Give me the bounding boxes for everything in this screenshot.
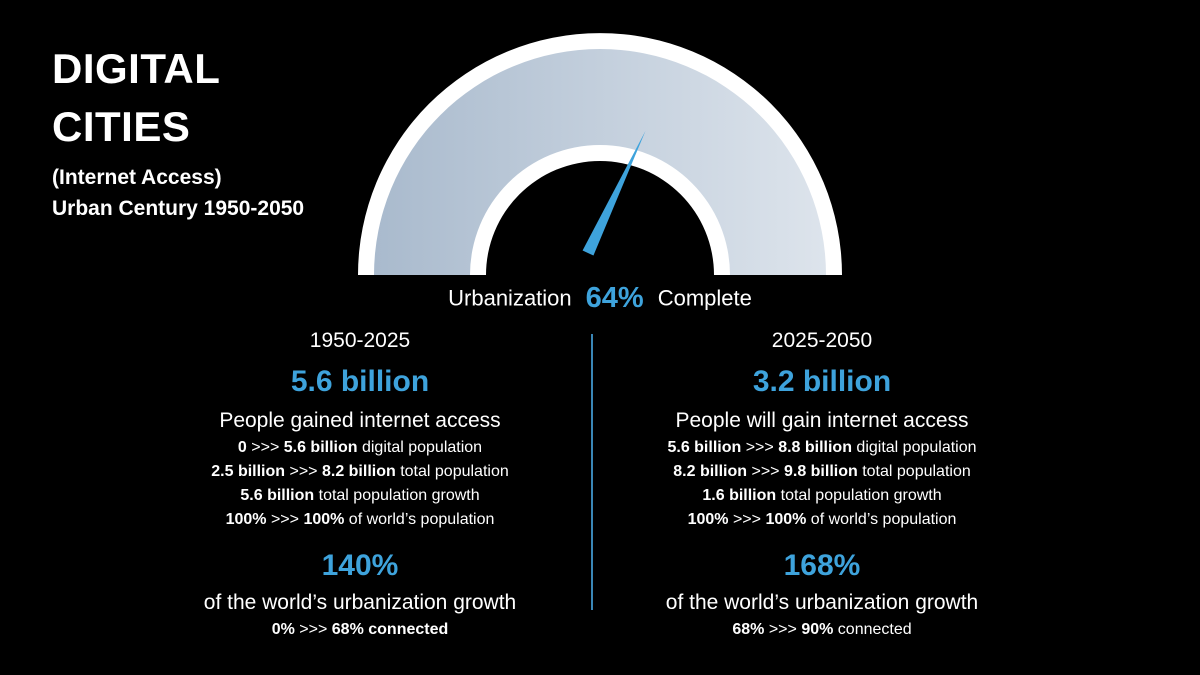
- stat-line: 5.6 billion >>> 8.8 billion digital popu…: [667, 439, 977, 456]
- period-label: 2025-2050: [771, 329, 873, 352]
- period-label: 1950-2025: [309, 329, 411, 352]
- gauge-needle: [582, 130, 646, 256]
- urbanization-status: Urbanization 64% Complete: [0, 282, 1200, 315]
- stat-line: 5.6 billion total population growth: [240, 487, 480, 504]
- headline-value: 5.6 billion: [290, 365, 430, 398]
- stat-line: 100% >>> 100% of world’s population: [225, 511, 495, 528]
- connected-line: 68% >>> 90% connected: [732, 621, 912, 638]
- subtitle-internet-access: (Internet Access): [52, 166, 222, 189]
- urbanization-gauge: [358, 33, 842, 275]
- column-divider: [591, 334, 593, 610]
- complete-label: Complete: [657, 285, 752, 311]
- title-line-2: CITIES: [52, 103, 191, 150]
- left-column-1950-2025: 1950-2025 5.6 billion People gained inte…: [100, 326, 620, 642]
- headline-value: 3.2 billion: [752, 365, 892, 398]
- growth-percent: 168%: [783, 549, 861, 582]
- growth-description: of the world’s urbanization growth: [665, 591, 979, 614]
- stat-line: 0 >>> 5.6 billion digital population: [237, 439, 483, 456]
- urbanization-label: Urbanization: [448, 285, 572, 311]
- headline-description: People gained internet access: [219, 409, 501, 432]
- headline-description: People will gain internet access: [675, 409, 969, 432]
- urbanization-percent: 64%: [585, 282, 644, 314]
- gauge-arc: [374, 49, 826, 275]
- stat-line: 1.6 billion total population growth: [702, 487, 942, 504]
- stat-line: 100% >>> 100% of world’s population: [687, 511, 957, 528]
- stat-line: 8.2 billion >>> 9.8 billion total popula…: [673, 463, 971, 480]
- subtitle-urban-century: Urban Century 1950-2050: [52, 197, 305, 220]
- connected-line: 0% >>> 68% connected: [271, 621, 449, 638]
- title-block: DIGITAL CITIES (Internet Access) Urban C…: [52, 40, 304, 224]
- growth-percent: 140%: [321, 549, 399, 582]
- stat-line: 2.5 billion >>> 8.2 billion total popula…: [211, 463, 509, 480]
- right-column-2025-2050: 2025-2050 3.2 billion People will gain i…: [562, 326, 1082, 642]
- title-line-1: DIGITAL: [52, 45, 221, 92]
- growth-description: of the world’s urbanization growth: [203, 591, 517, 614]
